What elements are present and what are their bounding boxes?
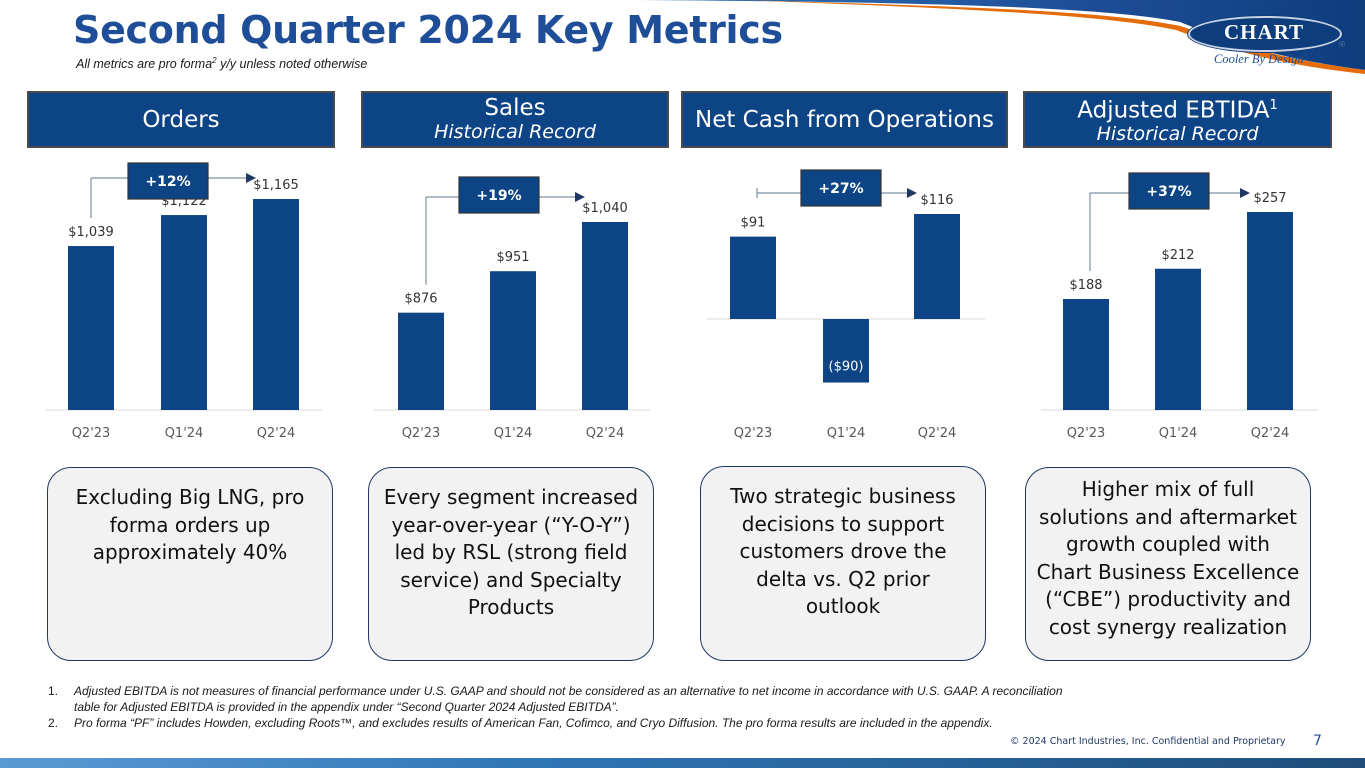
bar: [68, 246, 114, 410]
category-label: Q1'24: [1159, 426, 1198, 441]
bar: [490, 271, 536, 410]
page-title: Second Quarter 2024 Key Metrics: [73, 8, 783, 52]
category-label: Q1'24: [165, 426, 204, 441]
header-net-cash: Net Cash from Operations: [681, 91, 1008, 148]
value-label: $951: [496, 250, 529, 265]
category-label: Q1'24: [827, 426, 866, 441]
callout-orders: Excluding Big LNG, pro forma orders up app…: [47, 467, 333, 661]
bar: [914, 214, 960, 319]
header-sales-title: Sales: [484, 95, 546, 121]
growth-badge: [127, 162, 209, 200]
growth-badge-label: +37%: [1146, 184, 1191, 200]
value-label: $91: [741, 216, 766, 231]
category-label: Q2'24: [586, 426, 625, 441]
category-label: Q2'24: [918, 426, 957, 441]
bar: [1155, 268, 1201, 410]
value-label: $116: [920, 193, 953, 208]
copyright: © 2024 Chart Industries, Inc. Confidenti…: [1010, 736, 1286, 747]
bar: [582, 222, 628, 410]
callout-line: delta vs. Q2 prior: [756, 566, 930, 591]
logo-tagline: Cooler By Design®: [1214, 52, 1309, 67]
value-label: $188: [1069, 278, 1102, 293]
callout-line: solutions and aftermarket: [1039, 504, 1297, 529]
callout-line: cost synergy realization: [1048, 614, 1288, 639]
header-adjusted-ebitda: Adjusted EBTIDA1 Historical Record: [1023, 91, 1332, 148]
callout-line: Every segment increased: [383, 485, 639, 509]
callout-line: Chart Business Excellence: [1036, 559, 1300, 584]
category-label: Q2'23: [1067, 426, 1106, 441]
chart-logo: CHART ® Cooler By Design®: [1186, 14, 1346, 76]
growth-badge-label: +27%: [818, 181, 863, 197]
value-label: $876: [404, 292, 437, 307]
footnote-1: 1. Adjusted EBITDA is not measures of fi…: [48, 684, 1063, 714]
header-swoosh: [640, 0, 1365, 74]
bar: [398, 312, 444, 410]
category-label: Q2'23: [402, 426, 441, 441]
page-number: 7: [1313, 733, 1322, 749]
bar-charts: $1,039Q2'23$1,122Q1'24$1,165Q2'24+12%$87…: [45, 162, 1318, 441]
callout-sales: Every segment increased year-over-year (“…: [368, 467, 654, 661]
callout-line: forma orders up: [109, 512, 271, 537]
bar: [730, 236, 776, 319]
callout-line: approximately 40%: [92, 540, 288, 564]
callout-line: Excluding Big LNG, pro: [75, 485, 305, 509]
bar: [161, 215, 207, 410]
callout-line: outlook: [805, 594, 881, 618]
value-label: $1,040: [582, 201, 628, 216]
growth-arrow-head: [907, 188, 917, 198]
growth-badge-label: +12%: [145, 174, 190, 190]
footnotes: 1. Adjusted EBITDA is not measures of fi…: [48, 683, 1278, 731]
header-ebitda-subtitle: Historical Record: [1096, 123, 1259, 146]
bar: [253, 199, 299, 410]
category-label: Q2'23: [734, 426, 773, 441]
value-label: $1,165: [253, 178, 299, 193]
callout-line: customers drove the: [739, 539, 947, 563]
callout-net-cash: Two strategic business decisions to suppo…: [700, 466, 986, 661]
header-orders: Orders: [27, 91, 335, 148]
value-label: $1,039: [68, 225, 114, 240]
value-label: $212: [1161, 248, 1194, 263]
logo-name: CHART: [1223, 20, 1305, 44]
callout-line: led by RSL (strong field: [394, 540, 628, 564]
bar: [1063, 299, 1109, 410]
bottom-bar: [0, 758, 1365, 768]
callout-line: service) and Specialty: [400, 567, 622, 592]
category-label: Q2'24: [257, 426, 296, 441]
page-subtitle: All metrics are pro forma2 y/y unless no…: [76, 56, 368, 72]
callout-line: Two strategic business: [730, 484, 956, 508]
growth-arrow-head: [1240, 188, 1250, 198]
category-label: Q2'24: [1251, 426, 1290, 441]
logo-registered-mark: ®: [1338, 40, 1346, 49]
header-ebitda-title: Adjusted EBTIDA1: [1077, 97, 1278, 124]
callout-line: Higher mix of full: [1081, 477, 1255, 501]
growth-badge: [800, 169, 882, 207]
header-orders-title: Orders: [142, 106, 220, 133]
bar: [823, 319, 869, 383]
callout-line: decisions to support: [741, 511, 945, 536]
callout-line: growth coupled with: [1066, 532, 1270, 556]
callout-line: Products: [467, 595, 555, 619]
category-label: Q2'23: [72, 426, 111, 441]
callout-line: year-over-year (“Y-O-Y”): [391, 512, 631, 537]
header-sales-subtitle: Historical Record: [434, 121, 596, 143]
growth-arrow-head: [575, 192, 585, 202]
bar: [1247, 212, 1293, 410]
header-net-cash-title: Net Cash from Operations: [695, 106, 994, 133]
value-label: ($90): [829, 360, 864, 375]
footnote-2: 2. Pro forma “PF” includes Howden, exclu…: [48, 716, 993, 730]
growth-badge: [458, 176, 540, 214]
value-label: $257: [1253, 191, 1286, 206]
callout-line: (“CBE”) productivity and: [1045, 587, 1291, 611]
header-sales: Sales Historical Record: [361, 91, 669, 148]
category-label: Q1'24: [494, 426, 533, 441]
growth-badge-label: +19%: [476, 188, 521, 204]
growth-badge: [1128, 172, 1210, 210]
growth-arrow-head: [246, 173, 256, 183]
callout-adjusted-ebitda: Higher mix of full solutions and aftermar…: [1025, 467, 1311, 661]
